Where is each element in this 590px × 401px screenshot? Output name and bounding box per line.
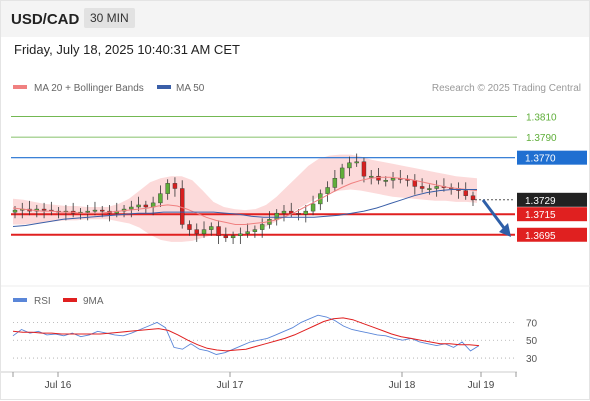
rsi-tick-30: 30 (526, 354, 538, 365)
time-tick-label-jul-19: Jul 19 (468, 380, 495, 391)
candle-body (238, 233, 243, 236)
candle-body (289, 210, 294, 214)
candle-body (165, 183, 170, 194)
candle-body (230, 235, 236, 239)
ma50-legend-swatch (157, 85, 171, 89)
candle-body (427, 188, 432, 190)
level-tag-1.3695 (517, 227, 587, 242)
ma50-line (12, 189, 477, 227)
time-tick-label-jul-17: Jul 17 (217, 380, 244, 391)
candle-body (383, 180, 388, 182)
interval-button[interactable]: 30 MIN (84, 8, 135, 28)
level-label-1.3695: 1.3695 (525, 231, 556, 242)
candle-body (463, 190, 468, 196)
candle-body (245, 231, 250, 234)
rsi-tick-70: 70 (526, 318, 538, 329)
chart-header: USD/CAD 30 MIN (1, 1, 589, 37)
candle-body (259, 224, 265, 230)
candle-body (209, 226, 214, 230)
candle-body (376, 175, 381, 181)
time-axis: Jul 16 Jul 17 Jul 18 Jul 19 (1, 371, 517, 391)
candle-body (354, 161, 359, 164)
credit-text: Research © 2025 Trading Central (432, 83, 581, 94)
candle-body (223, 235, 229, 239)
candle-body (339, 167, 345, 179)
candle-body (274, 212, 279, 220)
candle-body (361, 161, 367, 177)
symbol-label: USD/CAD (11, 11, 80, 28)
candle-body (143, 204, 149, 208)
time-tick-label-jul-16: Jul 16 (45, 380, 72, 391)
ma9-legend-swatch (63, 298, 77, 302)
candle-body (41, 208, 47, 211)
candle-body (201, 229, 207, 234)
rsi-line (12, 314, 480, 355)
ma9-legend-label: 9MA (83, 296, 104, 307)
ma20-line (12, 176, 478, 225)
candle-body (347, 162, 352, 169)
ma20-legend-swatch (13, 85, 27, 89)
candle-body (100, 209, 105, 212)
candle-body (434, 186, 439, 189)
forecast-arrowhead (499, 223, 511, 237)
candle-body (325, 187, 330, 194)
candle-body (303, 210, 308, 215)
level-tag-1.3770 (517, 150, 587, 165)
candle-body (12, 209, 18, 213)
level-tag-1.3715 (517, 207, 587, 222)
rsi-plot: 70 50 30 (12, 314, 538, 365)
candle-body (369, 175, 374, 178)
rsi-ma-line (12, 317, 480, 352)
candle-body (281, 210, 287, 214)
level-label-1.3715: 1.3715 (525, 210, 556, 221)
candle-body (172, 183, 178, 189)
timestamp: Friday, July 18, 2025 10:40:31 AM CET (14, 42, 240, 57)
candle-body (332, 178, 338, 188)
level-label-1.3810: 1.3810 (526, 113, 557, 124)
candle-body (92, 209, 98, 212)
bollinger-band (13, 154, 477, 242)
candle-body (194, 229, 199, 234)
ma50-legend-label: MA 50 (176, 83, 205, 94)
level-label-1.3790: 1.3790 (526, 133, 557, 144)
candle-body (216, 226, 221, 236)
candle-body (85, 210, 90, 213)
level-label-1.3770: 1.3770 (525, 154, 556, 165)
candle-body (296, 212, 301, 215)
rsi-legend-label: RSI (34, 296, 51, 307)
current-price-label: 1.3729 (525, 196, 556, 207)
candle-body (390, 178, 396, 181)
time-tick-label-jul-18: Jul 18 (389, 380, 416, 391)
rsi-legend-swatch (13, 298, 27, 302)
candle-body (419, 186, 425, 189)
ma20-legend-label: MA 20 + Bollinger Bands (34, 83, 144, 94)
candle-body (136, 204, 141, 208)
candle-body (187, 224, 192, 230)
forecast-arrow (481, 199, 509, 233)
candle-body (180, 188, 185, 225)
candle-body (129, 206, 134, 210)
candle-body (252, 229, 258, 232)
current-price-tag (517, 192, 587, 207)
candle-body (310, 203, 316, 212)
price-plot: 1.3810 1.3790 1.3770 1.3715 1.3695 1.3729 (11, 113, 587, 244)
rsi-tick-50: 50 (526, 336, 538, 347)
candle-body (158, 193, 163, 204)
candle-body (470, 195, 476, 201)
